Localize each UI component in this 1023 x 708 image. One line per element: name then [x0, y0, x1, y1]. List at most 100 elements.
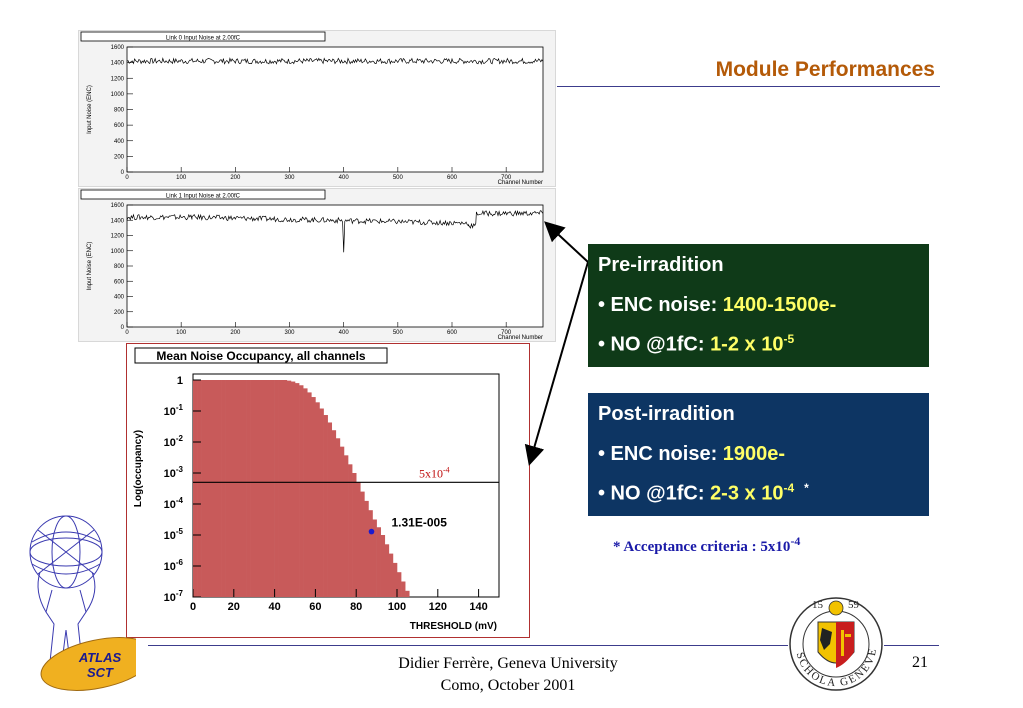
occupancy-x-tick: 60 — [309, 601, 321, 613]
noise-y-tick: 0 — [121, 170, 125, 176]
occupancy-bar — [388, 553, 394, 597]
noise-x-label: Channel Number — [498, 180, 543, 186]
occupancy-bar — [376, 527, 381, 597]
atlas-text: ATLAS — [78, 650, 122, 665]
noise-y-tick: 800 — [114, 108, 125, 114]
post-no-exp: -4 — [783, 481, 795, 495]
post-heading: Post-irradition — [598, 403, 735, 425]
occupancy-bar — [380, 535, 386, 597]
occupancy-x-tick: 80 — [350, 601, 362, 613]
noise-x-tick: 600 — [447, 330, 458, 336]
occupancy-bar — [372, 519, 377, 597]
occupancy-bar — [299, 385, 304, 597]
post-no-label: • NO @1fC: — [598, 482, 711, 505]
noise-y-tick: 1600 — [111, 203, 125, 209]
geneva-university-seal-icon: 15 59 SCHOLA GENEVENSIS — [786, 594, 883, 691]
occupancy-bar — [290, 381, 296, 597]
occupancy-bar — [197, 380, 202, 597]
noise-y-tick: 1000 — [111, 249, 125, 255]
occupancy-bar — [348, 464, 353, 597]
occupancy-chart: Mean Noise Occupancy, all channels 1 10-1 1… — [126, 343, 530, 638]
occupancy-bar — [343, 455, 349, 597]
seal-year2: 59 — [848, 599, 860, 611]
occupancy-bar — [225, 380, 231, 597]
occupancy-y-tick: 10-4 — [164, 496, 184, 511]
pre-irradiation-box: Pre-irradition • ENC noise: 1400-1500e- … — [588, 244, 929, 367]
pre-enc-label: • ENC noise: — [598, 294, 723, 316]
criterion-label: 5x10-4 — [419, 465, 450, 480]
page-number: 21 — [912, 654, 928, 671]
noise-x-tick: 200 — [230, 175, 241, 181]
pre-no-value: 1-2 x 10 — [710, 333, 784, 356]
occupancy-y-tick: 1 — [177, 375, 183, 387]
noise-y-tick: 1400 — [111, 218, 125, 224]
pre-no-row: • NO @1fC: 1-2 x 10-5 — [598, 332, 794, 357]
noise-y-tick: 800 — [114, 264, 125, 270]
noise-x-tick: 700 — [501, 330, 512, 336]
footer: Didier Ferrère, Geneva University Como, … — [318, 653, 698, 697]
noise-x-tick: 600 — [447, 175, 458, 181]
noise-y-tick: 600 — [114, 279, 125, 285]
occupancy-bar — [258, 380, 263, 597]
occupancy-bar — [319, 408, 324, 597]
occupancy-x-label: THRESHOLD (mV) — [410, 621, 497, 632]
noise-x-tick: 200 — [230, 330, 241, 336]
occupancy-title: Mean Noise Occupancy, all channels — [156, 349, 366, 363]
noise-y-tick: 200 — [114, 310, 125, 316]
occupancy-x-tick: 0 — [190, 601, 196, 613]
occupancy-bar — [364, 500, 369, 597]
post-no-value: 2-3 x 10 — [710, 482, 784, 505]
occupancy-bar — [360, 491, 365, 597]
link0-noise-svg: Link 0 Input Noise at 2.00fC 0 200 400 600 80… — [80, 31, 544, 186]
title-rule — [557, 86, 940, 87]
noise-y-tick: 0 — [121, 325, 125, 331]
occupancy-x-tick: 140 — [469, 601, 487, 613]
noise-y-tick: 1400 — [111, 61, 125, 67]
occupancy-bar — [405, 590, 410, 597]
acceptance-criteria: * Acceptance criteria : 5x10-4 — [613, 534, 800, 556]
noise-x-label: Channel Number — [498, 335, 543, 341]
occupancy-bar — [205, 380, 210, 597]
noise-y-label: Input Noise (ENC) — [87, 85, 93, 134]
pre-enc-value: 1400-1500e- — [722, 294, 837, 316]
occupancy-bar — [352, 473, 357, 597]
sct-text: SCT — [87, 665, 114, 680]
pre-no-label: • NO @1fC: — [598, 333, 711, 356]
occupancy-bar — [295, 383, 300, 597]
arrow-to-occupancy-icon — [524, 261, 589, 466]
pre-heading: Pre-irradition — [598, 254, 724, 276]
footer-venue: Como, October 2001 — [440, 677, 576, 694]
occupancy-bar — [307, 392, 312, 597]
occupancy-y-tick: 10-3 — [164, 465, 184, 480]
post-asterisk: * — [804, 481, 809, 495]
occupancy-y-label: Log(occupancy) — [133, 430, 144, 507]
acceptance-text: * Acceptance criteria : 5x10 — [613, 539, 791, 555]
noise-x-tick: 100 — [176, 330, 187, 336]
post-no-row: • NO @1fC: 2-3 x 10-4 * — [598, 481, 809, 506]
occupancy-bar — [282, 380, 288, 597]
occupancy-bar — [213, 380, 218, 597]
noise-x-tick: 300 — [284, 330, 295, 336]
noise-x-tick: 300 — [284, 175, 295, 181]
footer-author: Didier Ferrère, Geneva University — [398, 655, 618, 672]
occupancy-bar — [217, 380, 222, 597]
occupancy-marker — [368, 528, 375, 535]
noise-x-tick: 400 — [339, 330, 350, 336]
pre-enc-row: • ENC noise: 1400-1500e- — [598, 294, 836, 317]
occupancy-bar — [331, 430, 337, 597]
occupancy-bar — [237, 380, 243, 597]
occupancy-bar — [323, 415, 328, 597]
occupancy-y-tick: 10-2 — [164, 434, 184, 449]
post-enc-row: • ENC noise: 1900e- — [598, 443, 785, 466]
occupancy-bar — [201, 380, 206, 597]
occupancy-bar — [193, 380, 198, 597]
occupancy-y-tick: 10-1 — [164, 403, 184, 418]
arrow-to-noise-icon — [544, 221, 589, 263]
occupancy-bar — [315, 402, 320, 597]
occupancy-bar — [233, 380, 239, 597]
occupancy-bar — [327, 422, 333, 597]
occupancy-bar — [397, 572, 402, 597]
occupancy-bar — [262, 380, 267, 597]
occupancy-y-tick: 10-6 — [164, 558, 184, 573]
occupancy-x-tick: 120 — [429, 601, 447, 613]
